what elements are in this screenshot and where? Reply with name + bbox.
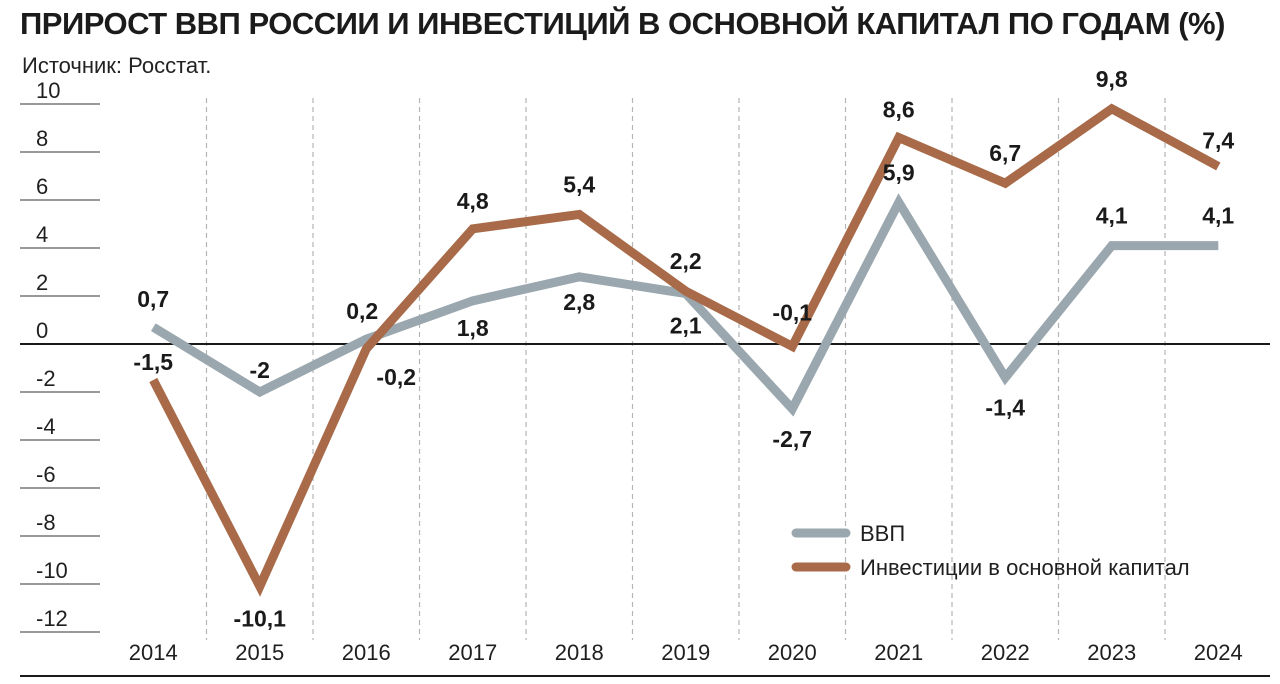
gdp-data-label: 0,2 xyxy=(346,298,378,324)
y-tick-label: -8 xyxy=(36,510,56,535)
gdp-data-label: 1,8 xyxy=(457,315,489,341)
investment-data-label: 6,7 xyxy=(989,140,1021,166)
investment-data-label: -10,1 xyxy=(234,605,287,631)
chart-title: ПРИРОСТ ВВП РОССИИ И ИНВЕСТИЦИЙ В ОСНОВН… xyxy=(20,6,1225,41)
gdp-legend-label: ВВП xyxy=(860,521,905,546)
chart-source: Источник: Росстат. xyxy=(22,53,212,78)
investment-data-label: 8,6 xyxy=(883,97,915,123)
series-lines xyxy=(149,103,1221,597)
y-tick-label: -4 xyxy=(36,414,56,439)
gdp-data-label: 0,7 xyxy=(137,286,169,312)
gdp-data-label: -1,4 xyxy=(985,395,1025,421)
gridlines xyxy=(205,98,1166,640)
investment-data-label: 7,4 xyxy=(1202,127,1234,153)
y-axis: 10 8 6 4 2 0 -2 -4 -6 -8 -10 -12 xyxy=(20,78,1270,633)
gdp-data-label: 5,9 xyxy=(883,159,915,185)
y-tick-label: -2 xyxy=(36,366,56,391)
y-tick-label: 8 xyxy=(36,126,48,151)
gdp-data-label: -2 xyxy=(250,357,270,383)
x-tick-label: 2019 xyxy=(661,640,710,665)
y-tick-label: 4 xyxy=(36,222,48,247)
x-axis: 2014 2015 2016 2017 2018 2019 2020 2021 2022 2023… xyxy=(20,640,1270,677)
x-tick-label: 2023 xyxy=(1087,640,1136,665)
gdp-data-label: 2,8 xyxy=(563,289,595,315)
x-tick-label: 2015 xyxy=(235,640,284,665)
investment-data-label: -0,2 xyxy=(376,364,416,390)
gdp-data-label: 4,1 xyxy=(1202,203,1234,229)
x-tick-label: 2017 xyxy=(448,640,497,665)
gdp-data-label: 2,1 xyxy=(670,313,702,339)
legend: ВВП Инвестиции в основной капитал xyxy=(791,521,1190,580)
data-labels: 0,7 -2 0,2 1,8 2,8 2,1 -2,7 5,9 -1,4 4,1 4,1 -1,5 -1… xyxy=(133,66,1234,632)
x-tick-label: 2021 xyxy=(874,640,923,665)
investment-data-label: -0,1 xyxy=(772,299,812,325)
investment-data-label: 2,2 xyxy=(670,248,702,274)
investment-data-label: -1,5 xyxy=(133,349,173,375)
y-tick-label: -10 xyxy=(36,558,68,583)
y-tick-label: 6 xyxy=(36,174,48,199)
gdp-data-label: 4,1 xyxy=(1096,203,1128,229)
x-tick-label: 2014 xyxy=(129,640,178,665)
investment-series-line xyxy=(149,103,1221,597)
y-tick-label: -12 xyxy=(36,606,68,631)
investment-data-label: 9,8 xyxy=(1096,66,1128,92)
investment-data-label: 5,4 xyxy=(563,171,595,197)
gdp-data-label: -2,7 xyxy=(772,426,812,452)
y-tick-label: 2 xyxy=(36,270,48,295)
x-tick-label: 2018 xyxy=(555,640,604,665)
x-tick-label: 2016 xyxy=(342,640,391,665)
x-tick-label: 2022 xyxy=(981,640,1030,665)
y-tick-label: -6 xyxy=(36,462,56,487)
x-tick-label: 2020 xyxy=(768,640,817,665)
investment-data-label: 4,8 xyxy=(457,188,489,214)
investment-legend-label: Инвестиции в основной капитал xyxy=(860,555,1190,580)
x-tick-label: 2024 xyxy=(1194,640,1243,665)
y-tick-label: 0 xyxy=(36,318,48,343)
y-tick-label: 10 xyxy=(36,78,60,103)
